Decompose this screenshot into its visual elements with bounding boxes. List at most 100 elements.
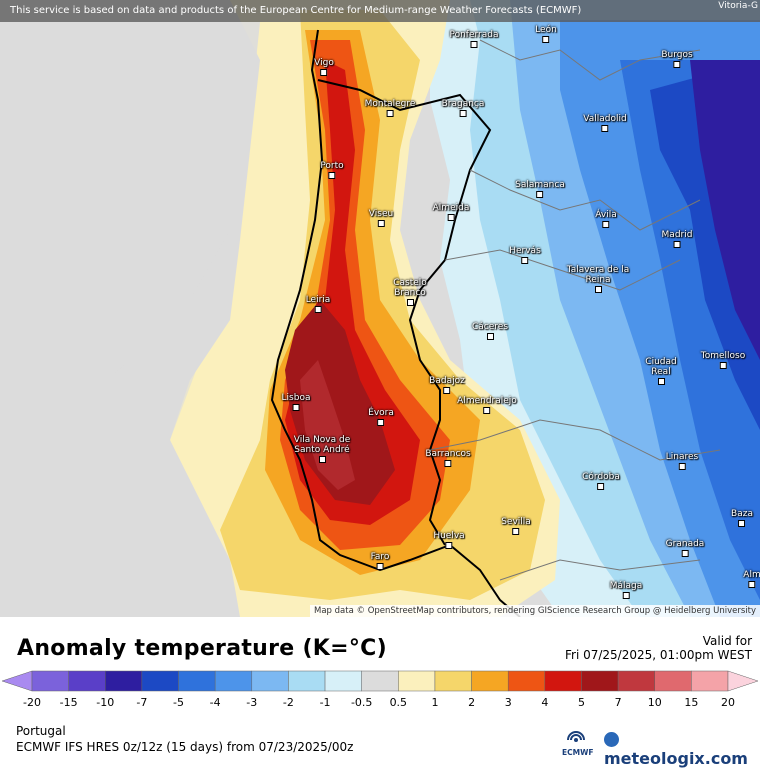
city-label: Huelva — [433, 531, 465, 549]
dark-red-field — [285, 300, 395, 505]
colorbar-bin — [361, 670, 399, 692]
colorbar-bin — [288, 670, 326, 692]
city-label: Salamanca — [515, 180, 565, 198]
city-label: Vigo — [314, 58, 334, 76]
colorbar-bin — [581, 670, 619, 692]
ecmwf-logo: ECMWF — [562, 728, 594, 758]
colorbar-tick-label: 10 — [647, 696, 662, 709]
ecmwf-logo-label: ECMWF — [562, 748, 594, 757]
colorbar-bin — [654, 670, 692, 692]
model-run-label: ECMWF IFS HRES 0z/12z (15 days) from 07/… — [16, 740, 354, 754]
city-label: Ciudad Real — [636, 357, 686, 385]
city-label: Almeida — [433, 203, 469, 221]
city-label: Talavera de la Reina — [563, 265, 633, 293]
colorbar-tick-label: -20 — [23, 696, 41, 709]
city-label: Montalegre — [365, 99, 415, 117]
city-label: Porto — [320, 161, 344, 179]
colorbar-bin — [691, 670, 729, 692]
valid-date: Fri 07/25/2025, 01:00pm WEST — [564, 648, 752, 662]
map-layers — [0, 0, 760, 617]
colorbar — [1, 670, 759, 692]
colorbar-bin — [727, 670, 759, 692]
city-label: Linares — [666, 452, 698, 470]
city-label: Viseu — [369, 209, 393, 227]
colorbar-tick-label: 1 — [431, 696, 439, 709]
colorbar-tick-label: -2 — [282, 696, 294, 709]
colorbar-bin — [471, 670, 509, 692]
ecmwf-logo-icon — [567, 731, 585, 742]
colorbar-bin — [398, 670, 436, 692]
city-label: Burgos — [661, 50, 693, 68]
colorbar-bin — [324, 670, 362, 692]
meteologix-logo[interactable]: meteologix.com — [604, 730, 760, 768]
city-label: Hervás — [509, 246, 541, 264]
city-label: Ávila — [595, 210, 617, 228]
city-label: Faro — [371, 552, 389, 570]
colorbar-tick-label: -1 — [319, 696, 331, 709]
city-label: Évora — [368, 408, 394, 426]
corner-city-label: Vitoria-G — [718, 1, 758, 11]
city-label: Málaga — [610, 581, 642, 599]
colorbar-tick-label: -7 — [136, 696, 148, 709]
city-label: Alm — [743, 570, 760, 588]
colorbar-bin — [544, 670, 582, 692]
city-label: Almendralejo — [457, 396, 517, 414]
city-label: Granada — [666, 539, 704, 557]
city-label: Barrancos — [425, 449, 471, 467]
colorbar-bin — [105, 670, 143, 692]
colorbar-bin — [507, 670, 546, 692]
anomaly-map[interactable]: This service is based on data and produc… — [0, 0, 760, 617]
city-label: Madrid — [662, 230, 692, 248]
colorbar-bin — [68, 670, 106, 692]
colorbar-tick-label: -3 — [246, 696, 258, 709]
meteologix-mark-icon — [604, 732, 619, 747]
city-label: Badajoz — [429, 376, 465, 394]
colorbar-tick-label: 0.5 — [389, 696, 408, 709]
colorbar-tick-label: 15 — [684, 696, 699, 709]
city-label: León — [535, 25, 557, 43]
colorbar-bin — [178, 670, 216, 692]
city-label: Vila Nova de Santo André — [290, 435, 354, 463]
colorbar-bin — [141, 670, 179, 692]
colorbar-tick-label: 5 — [577, 696, 585, 709]
ecmwf-banner: This service is based on data and produc… — [0, 0, 760, 22]
colorbar-tick-label: 3 — [504, 696, 512, 709]
city-label: Leiria — [306, 295, 330, 313]
city-label: Cáceres — [472, 322, 508, 340]
colorbar-bin — [434, 670, 472, 692]
meteologix-brand: meteologix.com — [604, 749, 748, 768]
city-label: Tomelloso — [701, 351, 745, 369]
city-label: Córdoba — [582, 472, 620, 490]
ocean-grey — [0, 22, 260, 440]
colorbar-tick-label: 4 — [541, 696, 549, 709]
city-label: Baza — [731, 509, 753, 527]
colorbar-tick-label: -4 — [209, 696, 221, 709]
colorbar-bin — [31, 670, 69, 692]
legend-title: Anomaly temperature (K=°C) — [17, 636, 387, 661]
region-label: Portugal — [16, 724, 66, 738]
city-label: Sevilla — [501, 517, 531, 535]
valid-label: Valid for — [702, 634, 752, 648]
colorbar-tick-label: -0.5 — [350, 696, 373, 709]
city-label: Valladolid — [583, 114, 627, 132]
map-attribution: Map data © OpenStreetMap contributors, r… — [310, 605, 760, 617]
city-label: Lisboa — [282, 393, 310, 411]
colorbar-bin — [214, 670, 253, 692]
colorbar-tick-label: -5 — [173, 696, 184, 709]
colorbar-tick-label: -10 — [96, 696, 115, 709]
colorbar-bin — [251, 670, 289, 692]
ocean-pale — [0, 300, 230, 617]
pink-contour-field — [300, 360, 355, 490]
colorbar-tick-label: 20 — [721, 696, 735, 709]
city-label: Bragança — [442, 99, 484, 117]
city-label: Castelo Branco — [385, 278, 435, 306]
colorbar-bin — [1, 670, 33, 692]
colorbar-tick-label: 7 — [614, 696, 622, 709]
region-borders — [429, 39, 721, 581]
portugal-spain-border — [317, 79, 492, 546]
colorbar-bin — [617, 670, 655, 692]
colorbar-tick-label: -15 — [59, 696, 78, 709]
city-label: Ponferrada — [449, 30, 499, 48]
colorbar-ticks: -20 -15 -10 -7 -5 -4 -3 -2 -1 -0.5 0.5 1 2 3 4 5 7 10 15 20 — [0, 696, 760, 710]
navy-field — [690, 60, 760, 360]
